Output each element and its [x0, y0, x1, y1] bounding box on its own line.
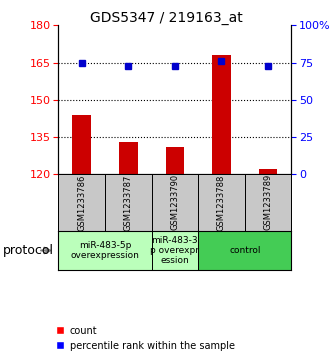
Text: miR-483-5p
overexpression: miR-483-5p overexpression — [71, 241, 139, 260]
Bar — [105, 174, 152, 231]
Text: GSM1233789: GSM1233789 — [263, 174, 273, 231]
Bar — [212, 55, 231, 174]
Text: protocol: protocol — [3, 244, 54, 257]
Bar — [245, 174, 291, 231]
Bar — [152, 231, 198, 270]
Bar — [119, 142, 138, 174]
Text: miR-483-3
p overexpr
ession: miR-483-3 p overexpr ession — [150, 236, 199, 265]
Text: GSM1233786: GSM1233786 — [77, 174, 86, 231]
Bar — [166, 147, 184, 174]
Bar — [259, 169, 277, 174]
Bar — [198, 231, 291, 270]
Text: GSM1233787: GSM1233787 — [124, 174, 133, 231]
Bar — [58, 174, 105, 231]
Bar — [152, 174, 198, 231]
Bar — [58, 231, 152, 270]
Bar — [198, 174, 245, 231]
Text: GSM1233788: GSM1233788 — [217, 174, 226, 231]
Text: GSM1233790: GSM1233790 — [170, 174, 179, 231]
Legend: count, percentile rank within the sample: count, percentile rank within the sample — [52, 322, 239, 355]
Text: GDS5347 / 219163_at: GDS5347 / 219163_at — [90, 11, 243, 25]
Text: control: control — [229, 246, 260, 255]
Bar — [72, 115, 91, 174]
